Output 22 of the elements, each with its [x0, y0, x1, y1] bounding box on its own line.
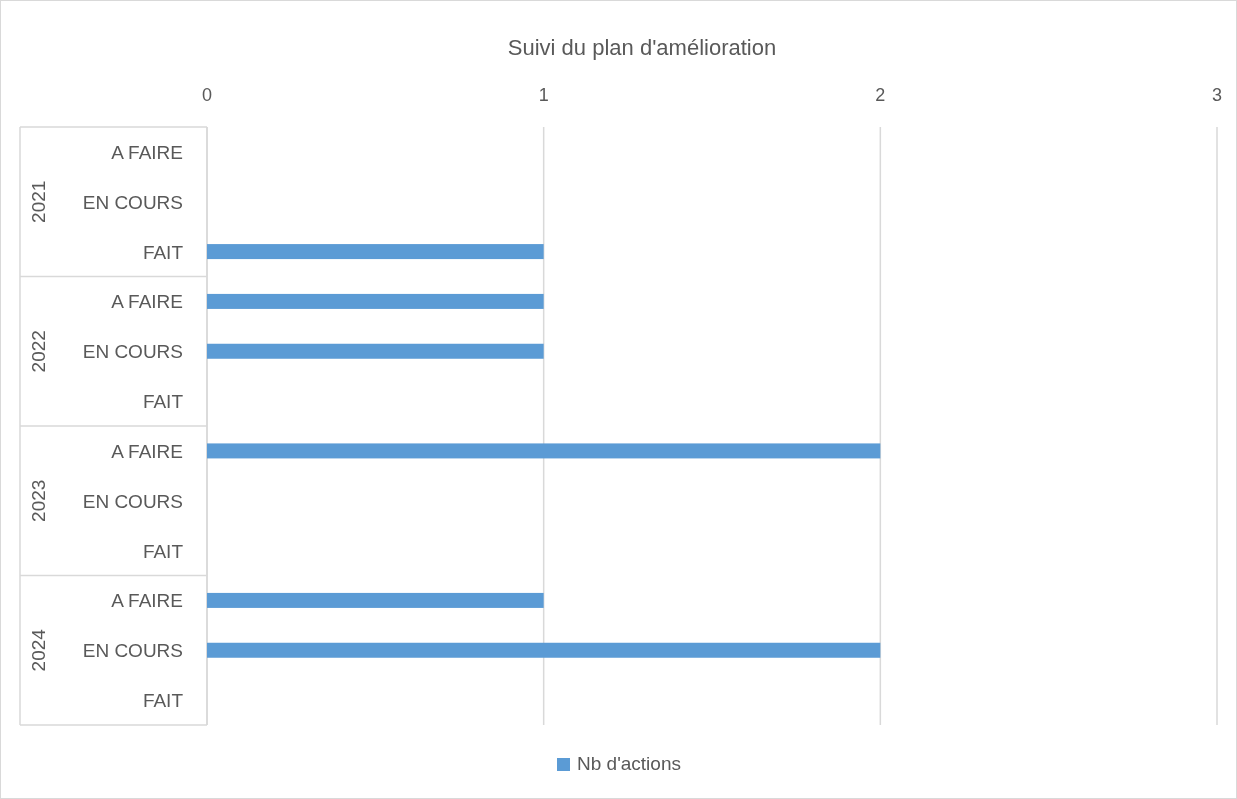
- y-tick-label: FAIT: [142, 391, 184, 413]
- y-tick-label: A FAIRE: [111, 141, 183, 163]
- y-tick-label: A FAIRE: [111, 440, 183, 462]
- y-tick-label: EN COURS: [82, 490, 183, 512]
- y-tick-label: EN COURS: [82, 640, 183, 662]
- x-tick-label: 2: [875, 85, 886, 105]
- x-tick-label: 3: [1211, 85, 1223, 105]
- text: 2022: [28, 330, 49, 373]
- y-tick-label: FAIT: [142, 241, 184, 263]
- y-tick-label: FAIT: [142, 540, 184, 562]
- x-tick-label: 1: [538, 85, 549, 105]
- y-tick-label: A FAIRE: [111, 291, 183, 313]
- chart-title: Suivi du plan d'amélioration: [507, 35, 777, 60]
- x-tick-label: 0: [201, 85, 213, 105]
- text: 2024: [28, 628, 49, 672]
- y-tick-label: EN COURS: [82, 341, 183, 363]
- y-tick-label: A FAIRE: [111, 590, 183, 612]
- text: 2023: [28, 479, 49, 522]
- y-tick-label: EN COURS: [82, 191, 183, 213]
- legend-label: Nb d'actions: [577, 753, 681, 774]
- text: 2021: [28, 180, 49, 223]
- y-tick-label: FAIT: [142, 690, 184, 712]
